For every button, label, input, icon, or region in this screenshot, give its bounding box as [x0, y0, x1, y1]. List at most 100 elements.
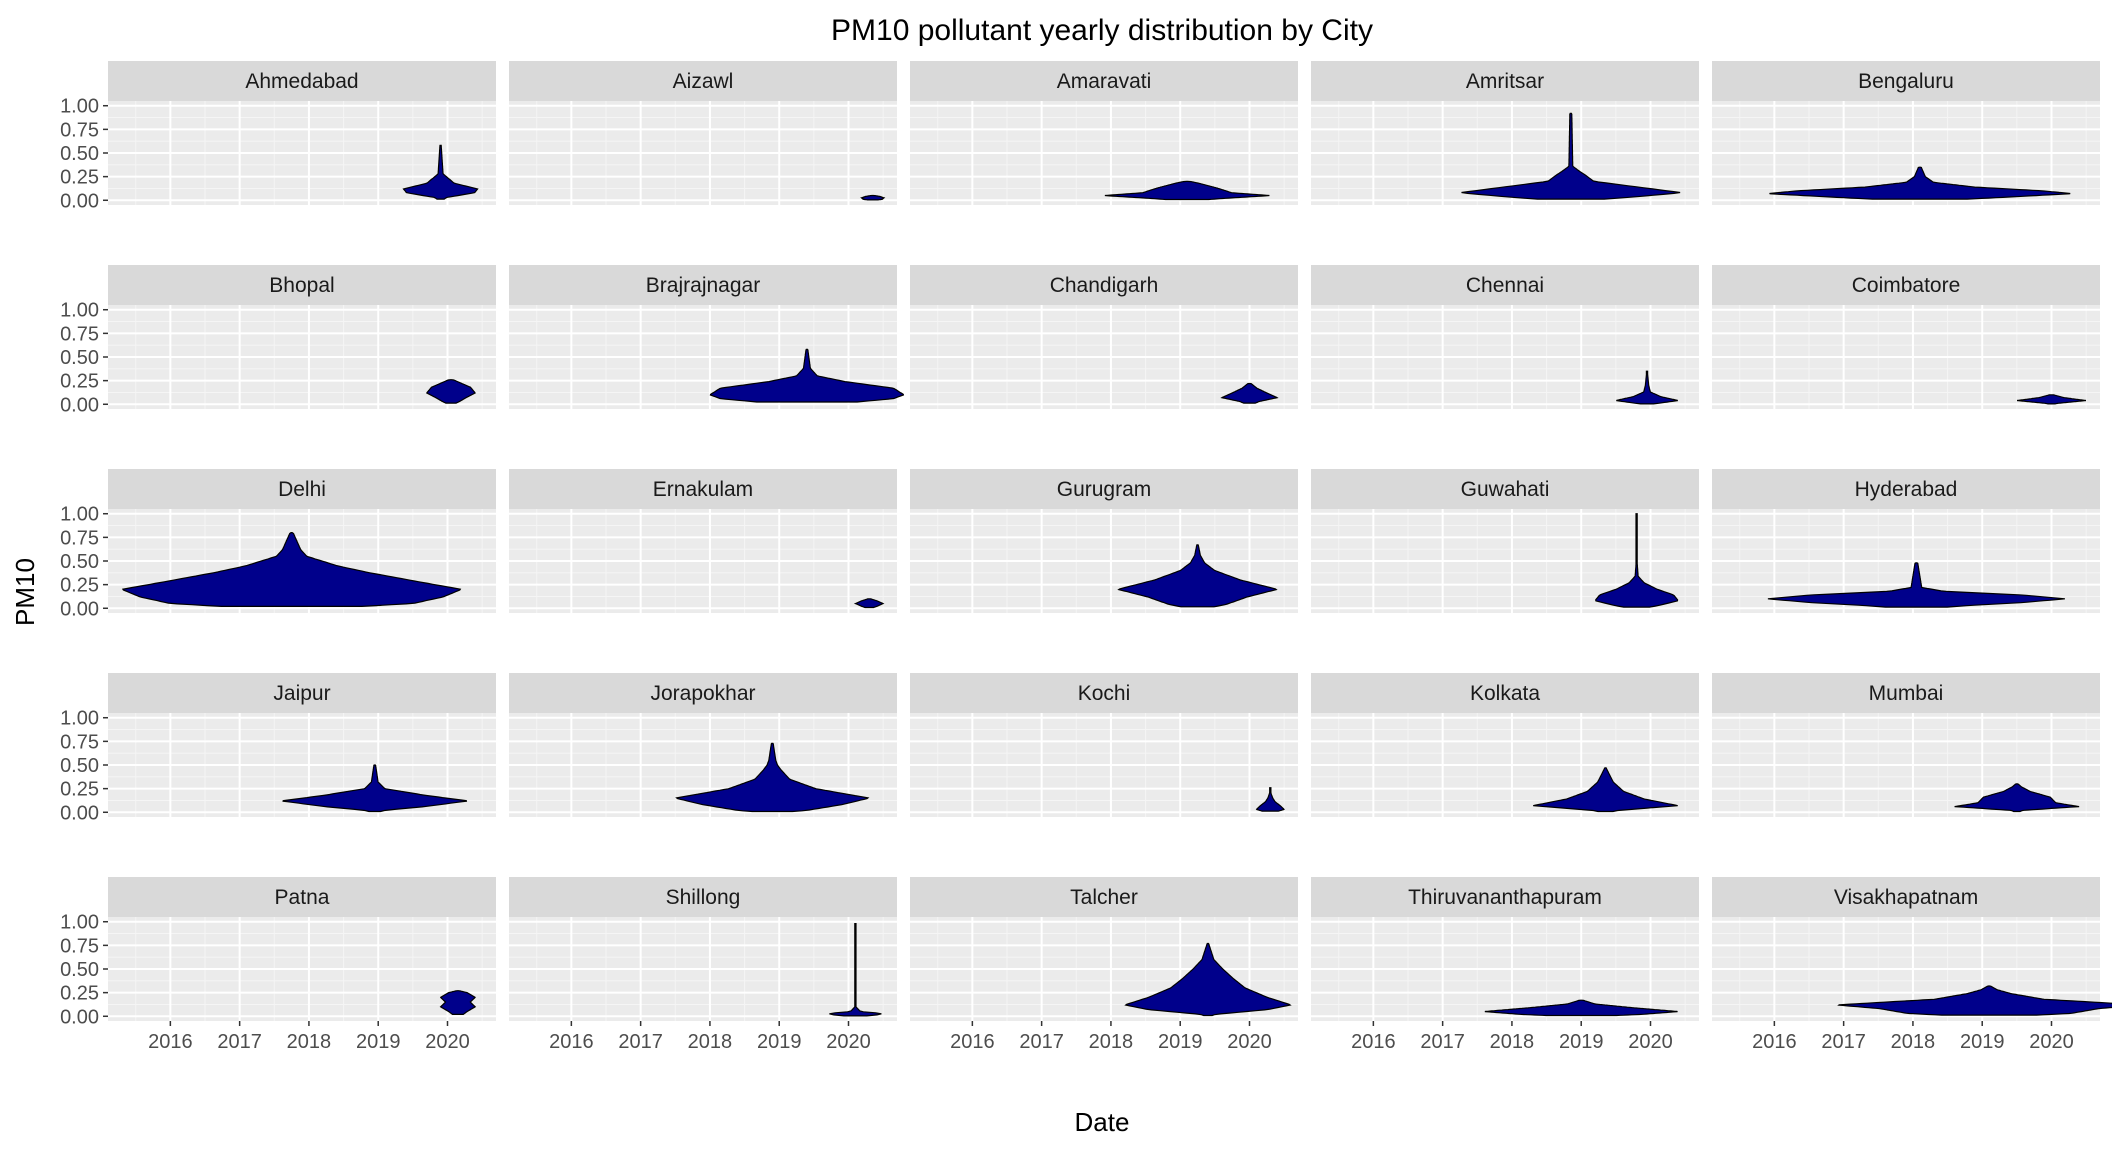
- facet-panel: Chennai: [1311, 265, 1699, 409]
- facet-panel: Ernakulam: [509, 469, 897, 613]
- y-tick-label: 0.25: [60, 983, 99, 1005]
- facet-title: Coimbatore: [1852, 274, 1961, 297]
- x-tick-label: 2019: [1960, 1031, 2005, 1053]
- facet-panel: Kolkata: [1311, 673, 1699, 817]
- facet-strip: [509, 877, 897, 917]
- x-tick-label: 2020: [425, 1031, 470, 1053]
- x-tick-label: 2017: [217, 1031, 262, 1053]
- facet-title: Aizawl: [673, 70, 734, 93]
- x-tick-label: 2017: [1019, 1031, 1064, 1053]
- facet-strip: [108, 877, 496, 917]
- x-tick-label: 2016: [549, 1031, 594, 1053]
- y-tick-label: 0.25: [60, 371, 99, 393]
- violin-delhi: [121, 532, 462, 607]
- facet-panel: Mumbai: [1712, 673, 2100, 817]
- facet-title: Kochi: [1078, 682, 1131, 705]
- x-tick-label: 2020: [2029, 1031, 2074, 1053]
- y-tick-label: 0.25: [60, 167, 99, 189]
- x-tick-label: 2019: [757, 1031, 802, 1053]
- facet-title: Brajrajnagar: [646, 274, 760, 297]
- facet-title: Delhi: [278, 478, 326, 501]
- facet-panel: Chandigarh: [910, 265, 1298, 409]
- facet-title: Amritsar: [1466, 70, 1544, 93]
- violin-kochi: [1255, 787, 1285, 812]
- facet-strip: [108, 469, 496, 509]
- facet-title: Jorapokhar: [650, 682, 755, 705]
- facet-title: Shillong: [666, 886, 741, 909]
- facet-title: Bhopal: [269, 274, 334, 297]
- violin-visakhapatnam: [1837, 985, 2112, 1016]
- violin-patna: [439, 990, 477, 1015]
- x-tick-label: 2017: [1821, 1031, 1866, 1053]
- violin-ernakulam: [853, 598, 885, 609]
- y-axis-title: PM10: [10, 558, 40, 626]
- violin-chennai: [1616, 370, 1679, 405]
- facet-strip: [509, 61, 897, 101]
- facet-panel: Shillong 2016 2017 2018 2019 2020: [509, 877, 897, 1053]
- x-axis-title: Date: [1075, 1107, 1130, 1137]
- facet-panel: Bhopal 0.000.250.500.751.00: [60, 265, 496, 416]
- x-tick-label: 2018: [287, 1031, 332, 1053]
- facet-title: Patna: [275, 886, 330, 909]
- y-tick-label: 1.00: [60, 96, 99, 118]
- facet-strip: [1311, 61, 1699, 101]
- violin-guwahati: [1595, 513, 1679, 608]
- violin-gurugram: [1117, 544, 1278, 608]
- facet-panel: Jaipur 0.000.250.500.751.00: [60, 673, 496, 824]
- y-tick-label: 1.00: [60, 708, 99, 730]
- facet-panel: Kochi: [910, 673, 1298, 817]
- violin-jaipur: [282, 764, 468, 813]
- x-tick-label: 2016: [1351, 1031, 1396, 1053]
- y-tick-label: 1.00: [60, 504, 99, 526]
- facet-strip: [1712, 265, 2100, 305]
- facet-strip: [910, 673, 1298, 713]
- y-tick-label: 0.75: [60, 527, 99, 549]
- y-tick-label: 0.75: [60, 935, 99, 957]
- violin-hyderabad: [1767, 562, 2065, 608]
- facet-strip: [910, 469, 1298, 509]
- facet-panel: Thiruvananthapuram 2016 2017 2018 2019 2020: [1311, 877, 1699, 1053]
- facet-panel: Guwahati: [1311, 469, 1699, 613]
- facet-title: Jaipur: [273, 682, 330, 705]
- facet-panel: Amritsar: [1311, 61, 1699, 205]
- facet-strip: [1712, 469, 2100, 509]
- y-tick-label: 0.00: [60, 802, 99, 824]
- facet-panel: Brajrajnagar: [509, 265, 905, 409]
- x-tick-label: 2016: [950, 1031, 995, 1053]
- y-tick-label: 0.75: [60, 731, 99, 753]
- y-tick-label: 0.25: [60, 575, 99, 597]
- x-tick-label: 2019: [1559, 1031, 1604, 1053]
- facet-title: Talcher: [1070, 886, 1138, 909]
- facet-panel: Amaravati: [910, 61, 1298, 205]
- x-tick-label: 2019: [1158, 1031, 1203, 1053]
- violin-aizawl: [860, 194, 886, 201]
- x-tick-label: 2020: [1227, 1031, 1272, 1053]
- facet-title: Chennai: [1466, 274, 1544, 297]
- facet-strip: [509, 469, 897, 509]
- facet-panel: Coimbatore: [1712, 265, 2100, 409]
- facet-panel: Ahmedabad 0.000.250.500.751.00: [60, 61, 496, 212]
- y-tick-label: 0.50: [60, 959, 99, 981]
- violin-brajrajnagar: [709, 348, 905, 403]
- facet-panel: Visakhapatnam 2016 2017 2018 2019 2020: [1712, 877, 2112, 1053]
- y-tick-label: 0.75: [60, 119, 99, 141]
- facet-strip: [509, 265, 897, 305]
- facet-strip: [1311, 673, 1699, 713]
- facet-panel: Aizawl: [509, 61, 897, 205]
- facet-title: Bengaluru: [1858, 70, 1954, 93]
- facet-strip: [509, 673, 897, 713]
- facet-strip: [910, 265, 1298, 305]
- facet-panel: Talcher 2016 2017 2018 2019 2020: [910, 877, 1298, 1053]
- x-tick-label: 2016: [1752, 1031, 1797, 1053]
- violin-jorapokhar: [675, 742, 870, 813]
- x-tick-label: 2020: [826, 1031, 871, 1053]
- x-tick-label: 2018: [1089, 1031, 1134, 1053]
- y-tick-label: 0.25: [60, 779, 99, 801]
- chart-title: PM10 pollutant yearly distribution by Ci…: [831, 14, 1373, 47]
- y-tick-label: 0.00: [60, 394, 99, 416]
- facet-title: Mumbai: [1869, 682, 1944, 705]
- facet-strip: [1311, 265, 1699, 305]
- facet-title: Ernakulam: [653, 478, 753, 501]
- facet-title: Guwahati: [1461, 478, 1550, 501]
